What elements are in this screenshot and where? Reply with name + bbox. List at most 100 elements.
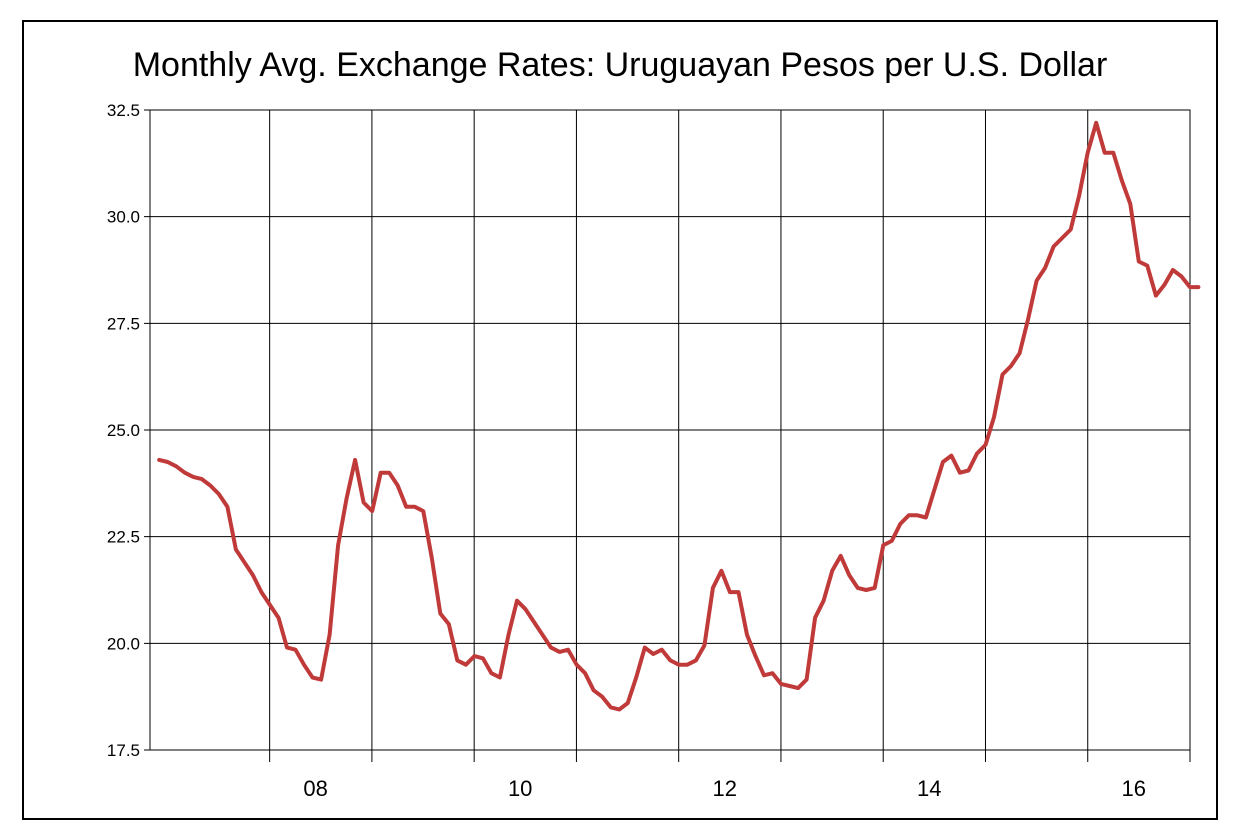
data-point (881, 543, 885, 547)
data-point (634, 675, 638, 680)
data-point (753, 654, 758, 658)
x-tick-label: 10 (508, 776, 532, 801)
data-point (1018, 351, 1022, 355)
data-point (276, 616, 281, 620)
data-point (302, 663, 306, 667)
data-point (506, 633, 511, 637)
data-point (1009, 364, 1013, 368)
data-point (677, 663, 681, 667)
data-point (259, 590, 263, 594)
data-point (1196, 285, 1200, 289)
data-point (1179, 274, 1183, 278)
data-point (728, 590, 732, 594)
data-point (745, 633, 749, 637)
data-point (592, 688, 596, 692)
data-point (1026, 317, 1030, 321)
data-point (1000, 372, 1005, 377)
data-point (370, 509, 374, 513)
data-point (413, 505, 417, 509)
data-point (234, 547, 238, 552)
y-tick-label: 27.5 (107, 314, 140, 333)
data-point (1128, 202, 1132, 206)
data-point (285, 646, 289, 650)
data-point (404, 505, 408, 509)
data-point (421, 509, 425, 513)
data-point (319, 678, 323, 682)
data-point (966, 468, 971, 473)
data-point (770, 671, 775, 675)
y-tick-label: 20.0 (107, 634, 140, 653)
data-point (157, 458, 161, 462)
data-point (890, 539, 894, 543)
data-point (336, 543, 340, 547)
data-point (719, 569, 724, 573)
data-point (174, 464, 178, 468)
data-point (379, 471, 383, 475)
data-point (907, 513, 911, 517)
data-point (932, 488, 937, 492)
data-point (711, 586, 715, 590)
data-point (609, 705, 613, 709)
data-point (643, 646, 647, 650)
data-point (200, 477, 204, 481)
data-point (430, 556, 434, 560)
data-point (915, 513, 919, 517)
data-point (685, 663, 689, 667)
data-point (225, 505, 229, 509)
data-point (489, 671, 493, 675)
data-point (924, 515, 928, 520)
grid-lines (144, 109, 1191, 762)
chart-frame (22, 20, 1218, 820)
data-point (796, 686, 800, 690)
data-point (830, 569, 834, 573)
data-point (208, 483, 212, 488)
x-tick-label: 12 (712, 776, 736, 801)
y-tick-label: 22.5 (107, 528, 140, 547)
data-point (183, 471, 187, 475)
data-point (558, 650, 562, 654)
data-point (856, 586, 860, 590)
data-point (166, 460, 170, 464)
data-point (847, 573, 851, 577)
data-point (668, 658, 672, 663)
data-point (549, 646, 553, 650)
data-point (447, 622, 451, 626)
data-point (1154, 294, 1158, 298)
data-point (498, 675, 502, 680)
data-point (660, 648, 664, 652)
data-point (983, 443, 988, 447)
data-point (455, 658, 459, 663)
data-point (839, 554, 843, 558)
data-point (941, 460, 945, 464)
data-point (481, 656, 485, 660)
data-point (1035, 279, 1039, 283)
data-point (566, 648, 570, 652)
data-point (362, 500, 366, 505)
data-point (600, 695, 604, 699)
x-tick-label: 08 (303, 776, 327, 801)
data-point (864, 588, 868, 592)
data-point (464, 663, 468, 667)
data-point (736, 590, 741, 594)
data-point (575, 663, 579, 667)
data-point (523, 607, 528, 611)
data-point (975, 451, 979, 456)
data-point (396, 483, 400, 488)
data-point (583, 671, 587, 675)
y-tick-label: 25.0 (107, 421, 140, 440)
data-point (242, 560, 246, 564)
data-point (949, 454, 954, 458)
data-point (532, 620, 536, 624)
data-point (1060, 236, 1064, 240)
data-point (822, 599, 826, 603)
data-point (813, 616, 817, 620)
data-point (217, 492, 221, 496)
data-point (1188, 285, 1192, 289)
data-point (762, 673, 766, 677)
data-point (1171, 268, 1175, 272)
data-point (345, 496, 349, 500)
data-point (1094, 121, 1098, 125)
data-point (617, 707, 621, 712)
data-point (1103, 151, 1107, 155)
